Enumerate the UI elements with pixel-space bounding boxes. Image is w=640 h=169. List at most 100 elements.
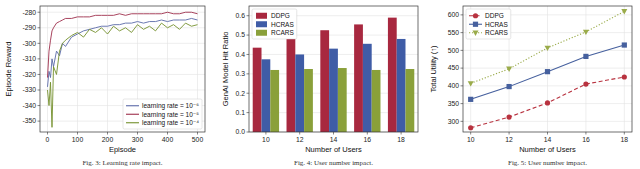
- bar: [287, 39, 296, 132]
- legend-swatch: [256, 30, 267, 36]
- tick: [77, 132, 78, 135]
- tick-label: 400: [448, 82, 460, 89]
- legend-label: DDPG: [485, 12, 504, 19]
- page: {"chart_data": [ {"type": "line", "x_lab…: [0, 0, 640, 169]
- tick-label: -320: [22, 71, 36, 78]
- tick: [247, 112, 250, 113]
- marker: [468, 81, 474, 86]
- bar: [405, 69, 414, 132]
- x-axis-label: Episode: [109, 145, 136, 154]
- grid-line: [40, 58, 205, 59]
- bar: [253, 48, 262, 132]
- panel: 3003504004505005506001012141618Number of…: [429, 6, 632, 167]
- x-axis-label: Number of Users: [305, 145, 362, 154]
- tick-label: 0.1: [236, 109, 246, 116]
- marker: [506, 114, 511, 119]
- legend: learning rate = 10⁻⁶learning rate = 10⁻⁵…: [123, 99, 202, 129]
- grid-line: [40, 90, 205, 91]
- y-axis-label: Total Utility (↑): [429, 45, 438, 93]
- tick: [38, 27, 41, 28]
- tick: [401, 132, 402, 135]
- tick-label: 400: [162, 136, 174, 143]
- tick: [299, 132, 300, 135]
- tick: [247, 15, 250, 16]
- caption: Fig. 3: Learning rate impact.: [82, 159, 162, 167]
- tick: [247, 73, 250, 74]
- legend-label: HCRAS: [485, 21, 508, 28]
- legend-label: RCARS: [485, 29, 508, 36]
- legend-box: [466, 9, 511, 39]
- figure: -350-340-330-320-310-300-290-28001002003…: [0, 0, 640, 169]
- grid-line: [77, 6, 78, 132]
- plot-data: [253, 18, 415, 132]
- legend-label: learning rate = 10⁻⁶: [142, 102, 199, 110]
- bar: [354, 24, 363, 132]
- tick: [265, 132, 266, 135]
- tick-label: 14: [544, 136, 552, 143]
- tick: [461, 68, 464, 69]
- tick-label: 500: [192, 136, 204, 143]
- tick-label: -340: [22, 102, 36, 109]
- tick: [47, 132, 48, 135]
- tick: [38, 121, 41, 122]
- tick-label: 18: [621, 136, 629, 143]
- legend-label: learning rate = 10⁻⁴: [142, 119, 199, 127]
- tick-label: 12: [296, 136, 304, 143]
- tick: [461, 85, 464, 86]
- bar: [262, 59, 271, 132]
- tick-label: -290: [22, 24, 36, 31]
- tick-label: 0.6: [236, 12, 246, 19]
- marker: [583, 30, 589, 35]
- marker: [583, 54, 588, 59]
- tick-label: 16: [582, 136, 590, 143]
- tick-label: 12: [505, 136, 513, 143]
- caption: Fig. 4: User number impact.: [294, 159, 373, 167]
- legend-box: [123, 99, 202, 129]
- tick-label: 350: [448, 100, 460, 107]
- tick: [107, 132, 108, 135]
- tick-label: -330: [22, 86, 36, 93]
- tick: [38, 43, 41, 44]
- grid-line: [107, 6, 108, 132]
- y-axis-label: GenAI Model Hit Ratio: [221, 32, 230, 107]
- tick-label: 600: [448, 11, 460, 18]
- tick: [461, 103, 464, 104]
- grid-line: [547, 6, 548, 132]
- legend-box: [252, 9, 297, 39]
- tick: [167, 132, 168, 135]
- plot-frame: [463, 6, 632, 132]
- legend-swatch: [256, 21, 267, 27]
- marker: [583, 81, 588, 86]
- tick-label: 0: [46, 136, 50, 143]
- tick-label: -280: [22, 9, 36, 16]
- tick: [38, 105, 41, 106]
- marker: [545, 69, 550, 74]
- series-line: [48, 18, 198, 86]
- marker: [506, 84, 511, 89]
- bar: [363, 44, 372, 132]
- plot-frame: [40, 6, 205, 132]
- series-line: [471, 45, 625, 99]
- legend-label: learning rate = 10⁻⁵: [142, 111, 199, 119]
- plot-frame: [249, 6, 418, 132]
- tick-label: 18: [397, 136, 405, 143]
- bar: [388, 18, 397, 132]
- grid-line: [624, 6, 625, 132]
- tick: [38, 58, 41, 59]
- plot-data: [468, 9, 628, 130]
- marker: [545, 100, 550, 105]
- panel: 0.00.10.20.30.40.50.61012141618Number of…: [221, 6, 418, 167]
- tick-label: 500: [448, 47, 460, 54]
- tick: [333, 132, 334, 135]
- panel: -350-340-330-320-310-300-290-28001002003…: [4, 6, 205, 167]
- bar: [304, 69, 313, 132]
- grid-line: [40, 74, 205, 75]
- tick-label: -310: [22, 55, 36, 62]
- legend: DDPG HCRASRCARS: [466, 9, 511, 39]
- marker: [468, 125, 473, 130]
- marker: [468, 97, 473, 102]
- tick: [585, 132, 586, 135]
- legend-label: HCRAS: [271, 21, 294, 28]
- bar: [329, 49, 338, 132]
- legend-swatch: [126, 114, 139, 115]
